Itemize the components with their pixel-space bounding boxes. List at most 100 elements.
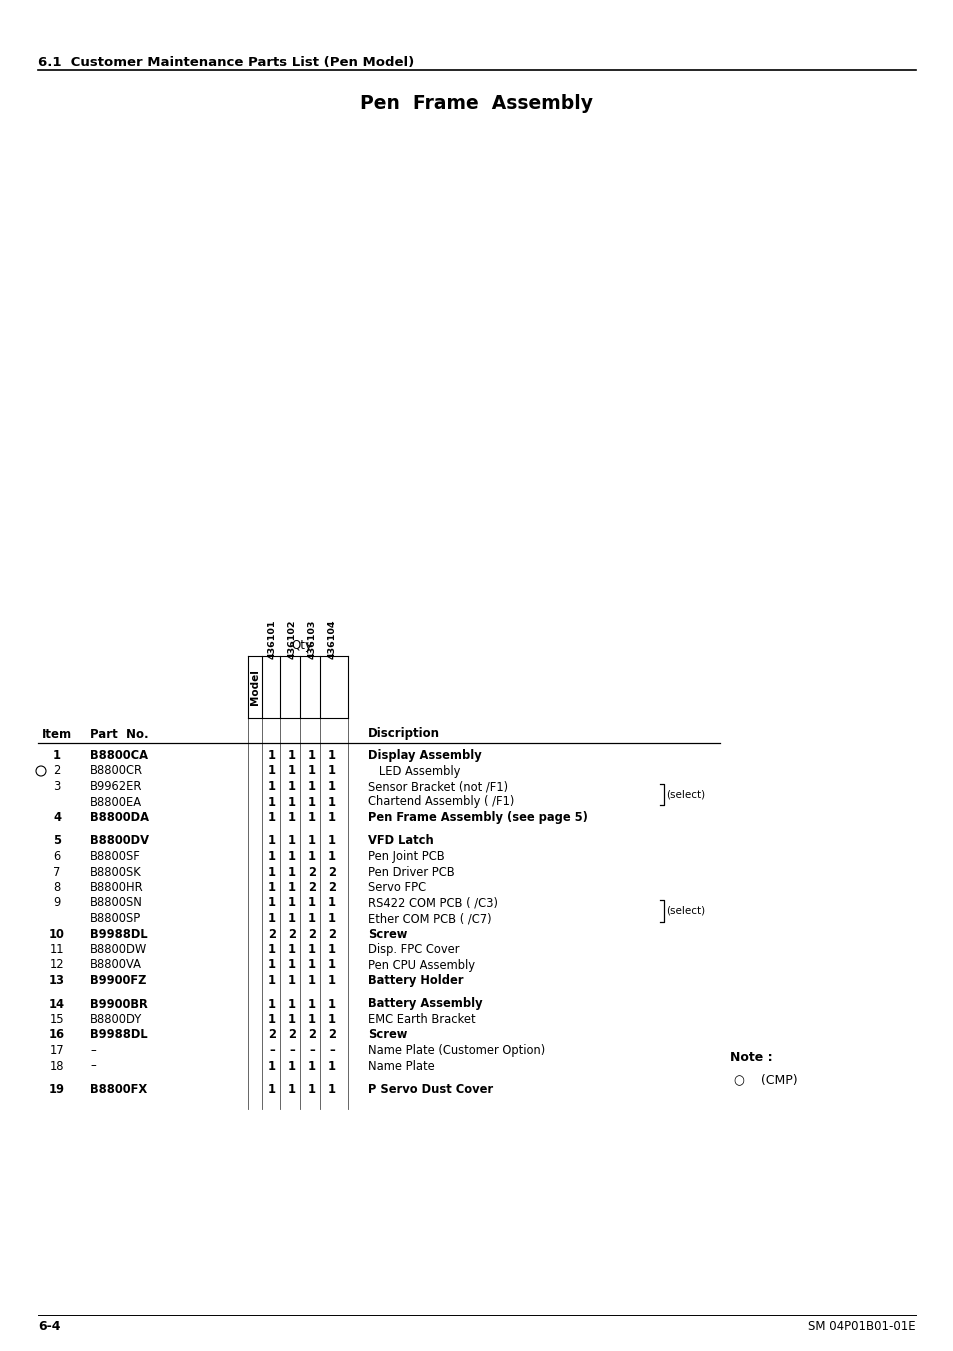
- Text: B8800VA: B8800VA: [90, 958, 142, 971]
- Text: 2: 2: [328, 928, 335, 940]
- Text: –: –: [269, 1044, 274, 1056]
- Text: 1: 1: [328, 912, 335, 925]
- Text: 1: 1: [268, 1084, 275, 1096]
- Text: B8800CA: B8800CA: [90, 748, 148, 762]
- Text: 1: 1: [288, 997, 295, 1011]
- Text: 15: 15: [50, 1013, 64, 1025]
- Text: B8800DV: B8800DV: [90, 835, 149, 847]
- Text: Chartend Assembly ( /F1): Chartend Assembly ( /F1): [368, 796, 514, 808]
- Text: 436104: 436104: [327, 620, 336, 659]
- Text: 1: 1: [328, 796, 335, 808]
- Text: 1: 1: [328, 974, 335, 988]
- Text: 1: 1: [328, 943, 335, 957]
- Text: Sensor Bracket (not /F1): Sensor Bracket (not /F1): [368, 780, 508, 793]
- Text: 16: 16: [49, 1028, 65, 1042]
- Text: 1: 1: [268, 1013, 275, 1025]
- Text: 1: 1: [308, 765, 315, 777]
- Text: 2: 2: [308, 928, 315, 940]
- Text: (select): (select): [665, 789, 704, 800]
- Text: 1: 1: [328, 1013, 335, 1025]
- Text: 1: 1: [328, 997, 335, 1011]
- Text: 1: 1: [268, 974, 275, 988]
- Text: –: –: [90, 1059, 95, 1073]
- Text: Screw: Screw: [368, 928, 407, 940]
- Text: 1: 1: [288, 1013, 295, 1025]
- Text: B8800EA: B8800EA: [90, 796, 142, 808]
- Text: Name Plate: Name Plate: [368, 1059, 435, 1073]
- Text: Servo FPC: Servo FPC: [368, 881, 426, 894]
- Text: EMC Earth Bracket: EMC Earth Bracket: [368, 1013, 476, 1025]
- Text: B8800FX: B8800FX: [90, 1084, 147, 1096]
- Text: 1: 1: [308, 1059, 315, 1073]
- Text: 2: 2: [308, 866, 315, 878]
- Text: 1: 1: [288, 912, 295, 925]
- Text: Name Plate (Customer Option): Name Plate (Customer Option): [368, 1044, 545, 1056]
- Text: B9900FZ: B9900FZ: [90, 974, 146, 988]
- Text: Disp. FPC Cover: Disp. FPC Cover: [368, 943, 459, 957]
- Text: 1: 1: [308, 1013, 315, 1025]
- Text: 1: 1: [288, 1084, 295, 1096]
- Text: 1: 1: [288, 866, 295, 878]
- Text: 11: 11: [50, 943, 64, 957]
- Text: 1: 1: [53, 748, 61, 762]
- Text: 12: 12: [50, 958, 64, 971]
- Text: B8800DA: B8800DA: [90, 811, 149, 824]
- Text: B8800SN: B8800SN: [90, 897, 143, 909]
- Text: 1: 1: [268, 866, 275, 878]
- Text: B8800SF: B8800SF: [90, 850, 141, 863]
- Text: –: –: [90, 1044, 95, 1056]
- Text: 1: 1: [288, 835, 295, 847]
- Text: 4: 4: [53, 811, 61, 824]
- Text: 1: 1: [308, 912, 315, 925]
- Text: (select): (select): [665, 905, 704, 916]
- Text: 436101: 436101: [267, 620, 276, 659]
- Text: 1: 1: [268, 835, 275, 847]
- Text: 6.1  Customer Maintenance Parts List (Pen Model): 6.1 Customer Maintenance Parts List (Pen…: [38, 55, 414, 69]
- Text: 1: 1: [328, 780, 335, 793]
- Text: 1: 1: [288, 943, 295, 957]
- Text: RS422 COM PCB ( /C3): RS422 COM PCB ( /C3): [368, 897, 497, 909]
- Text: 1: 1: [288, 748, 295, 762]
- Text: 1: 1: [308, 943, 315, 957]
- Text: Note :: Note :: [729, 1051, 772, 1065]
- Text: 1: 1: [328, 850, 335, 863]
- Text: 18: 18: [50, 1059, 64, 1073]
- Text: 1: 1: [268, 997, 275, 1011]
- Text: Qty: Qty: [292, 639, 313, 653]
- Text: Display Assembly: Display Assembly: [368, 748, 481, 762]
- Text: 1: 1: [268, 912, 275, 925]
- Text: B9988DL: B9988DL: [90, 928, 148, 940]
- Text: 1: 1: [328, 958, 335, 971]
- Text: 1: 1: [268, 780, 275, 793]
- Text: SM 04P01B01-01E: SM 04P01B01-01E: [807, 1320, 915, 1333]
- Text: 436102: 436102: [287, 620, 296, 659]
- Text: 1: 1: [328, 811, 335, 824]
- Text: 6-4: 6-4: [38, 1320, 60, 1333]
- Text: ○    (CMP): ○ (CMP): [733, 1074, 797, 1086]
- Text: 1: 1: [308, 1084, 315, 1096]
- Text: B8800HR: B8800HR: [90, 881, 144, 894]
- Text: 1: 1: [308, 897, 315, 909]
- Text: B8800DW: B8800DW: [90, 943, 147, 957]
- Text: 1: 1: [308, 796, 315, 808]
- Text: 3: 3: [53, 780, 61, 793]
- Text: 1: 1: [288, 958, 295, 971]
- Text: 1: 1: [288, 765, 295, 777]
- Text: –: –: [289, 1044, 294, 1056]
- Text: 1: 1: [268, 748, 275, 762]
- Text: 1: 1: [328, 897, 335, 909]
- Text: 1: 1: [328, 1084, 335, 1096]
- Text: 1: 1: [268, 811, 275, 824]
- Text: 1: 1: [268, 943, 275, 957]
- Text: Pen CPU Assembly: Pen CPU Assembly: [368, 958, 475, 971]
- Text: 1: 1: [308, 997, 315, 1011]
- Text: 1: 1: [328, 1059, 335, 1073]
- Text: 1: 1: [288, 974, 295, 988]
- Text: 1: 1: [308, 974, 315, 988]
- Text: B9988DL: B9988DL: [90, 1028, 148, 1042]
- Text: 2: 2: [288, 1028, 295, 1042]
- Text: 1: 1: [288, 1059, 295, 1073]
- Text: 10: 10: [49, 928, 65, 940]
- Text: 2: 2: [268, 1028, 275, 1042]
- Text: Discription: Discription: [368, 727, 439, 740]
